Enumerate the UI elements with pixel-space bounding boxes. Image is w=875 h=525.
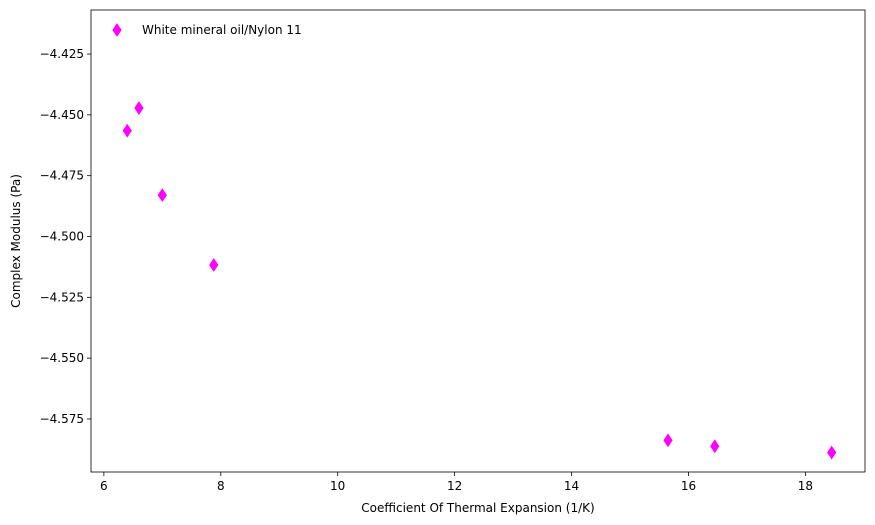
x-tick-label: 12 bbox=[447, 479, 462, 493]
y-tick-label: −4.425 bbox=[40, 47, 84, 61]
x-axis-label: Coefficient Of Thermal Expansion (1/K) bbox=[361, 501, 594, 515]
y-tick-label: −4.550 bbox=[40, 351, 84, 365]
data-points bbox=[122, 101, 837, 460]
data-point bbox=[209, 258, 219, 272]
data-point bbox=[122, 123, 132, 138]
x-tick-label: 8 bbox=[217, 479, 225, 493]
legend-label: White mineral oil/Nylon 11 bbox=[142, 23, 302, 37]
data-point bbox=[157, 188, 167, 203]
y-tick-label: −4.500 bbox=[40, 229, 84, 243]
x-tick-label: 18 bbox=[798, 479, 813, 493]
y-axis-label: Complex Modulus (Pa) bbox=[9, 174, 23, 308]
x-tick-label: 10 bbox=[330, 479, 345, 493]
y-tick-label: −4.475 bbox=[40, 169, 84, 183]
y-axis-ticks: −4.425 −4.450 −4.475 −4.500 −4.525 −4.550 −4.5… bbox=[40, 47, 91, 426]
x-tick-label: 14 bbox=[564, 479, 579, 493]
x-tick-label: 16 bbox=[681, 479, 696, 493]
x-axis-ticks: 6 8 10 12 14 16 18 bbox=[100, 472, 813, 493]
data-point bbox=[710, 439, 720, 454]
legend-marker-diamond bbox=[112, 23, 122, 37]
y-tick-label: −4.575 bbox=[40, 412, 84, 426]
data-point bbox=[134, 101, 144, 115]
x-tick-label: 6 bbox=[100, 479, 108, 493]
y-tick-label: −4.450 bbox=[40, 108, 84, 122]
y-tick-label: −4.525 bbox=[40, 290, 84, 304]
data-point bbox=[827, 445, 837, 460]
legend: White mineral oil/Nylon 11 bbox=[112, 23, 302, 37]
plot-area-frame bbox=[90, 9, 866, 473]
data-point bbox=[663, 433, 673, 448]
